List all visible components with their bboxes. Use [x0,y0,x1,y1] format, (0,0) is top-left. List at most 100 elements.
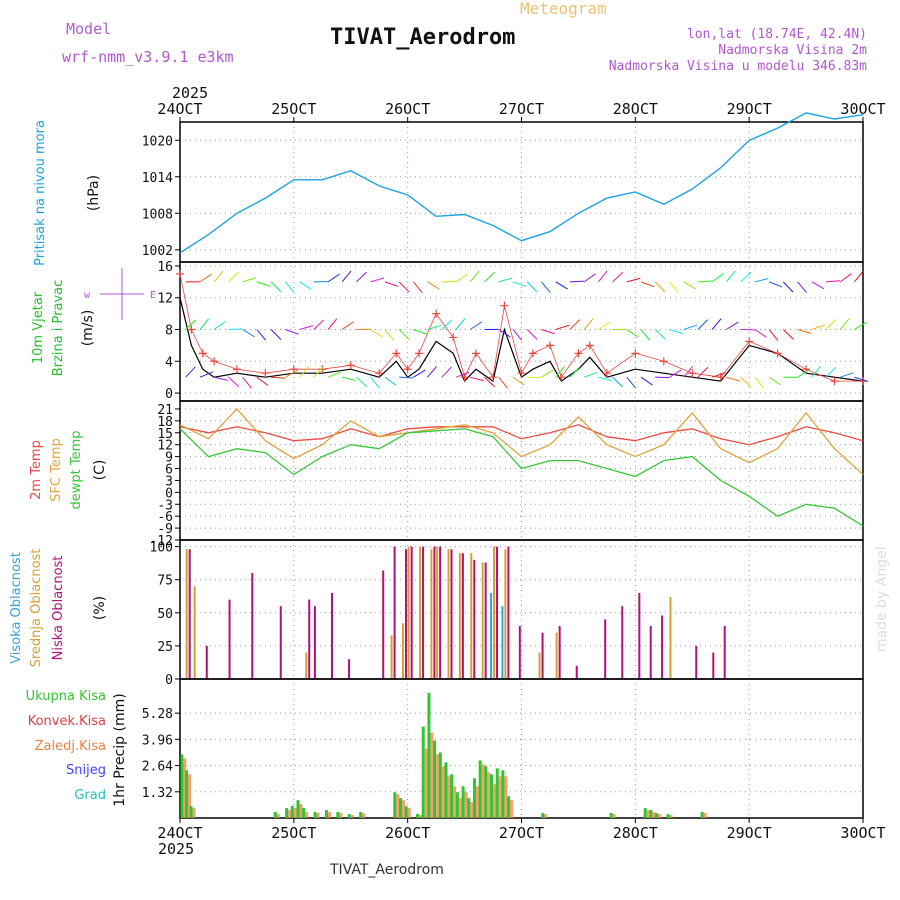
x-tick-label-top: 28OCT [613,100,658,118]
wind-arrow [498,376,508,389]
wind-arrow [726,270,736,283]
cloud-low-bar [313,606,316,679]
wind-arrow [555,281,568,290]
wind-gust-mark [500,301,509,310]
wind-arrow [469,270,480,283]
precip-strat-bar [493,784,497,818]
precip-total-bar [336,812,340,818]
cloud-low-bar [484,562,487,679]
wind-arrow [242,277,257,283]
compass-text: w [84,290,91,301]
pressure-ytick-label: 1014 [142,171,173,186]
cloud-low-bar [228,599,231,679]
cloud-mid-bar [193,586,196,679]
wind-arrow [384,376,397,386]
cloud-low-bar [410,546,413,679]
wind-arrow [583,273,596,283]
wind-arrow [840,372,854,378]
wind-ytick-label: 12 [157,292,173,307]
precip-strat-bar [183,758,187,818]
wind-gust-mark [528,349,537,358]
wind-arrow [427,281,440,290]
precip-strat-bar [475,786,479,818]
wind-ytick-label: 8 [165,324,173,339]
wind-gust-mark [403,365,412,374]
wind-arrow [341,270,352,283]
pressure-line [179,112,864,254]
wind-gust-mark [631,349,640,358]
cloud-high-ylabel: Visoka Oblacnost [9,552,24,664]
wind-arrow [825,366,837,378]
wind-arrow [598,321,611,330]
cloud-panel: 0 25 50 75 100 [150,539,864,688]
cloud-low-bar [473,559,476,679]
pressure-unit: (hPa) [86,175,102,211]
precip-total-bar [302,808,306,818]
wind-arrow [356,271,367,283]
precip-strat-bar [327,812,331,818]
wind-arrow [854,270,864,283]
wind-arrow [768,329,779,341]
wind-arrow [228,328,243,331]
precip-total-bar [393,792,397,818]
pressure-panel: 1002 1008 1014 1020 [142,112,864,263]
cloud-low-bar [251,573,254,679]
wind-arrow [342,376,356,382]
wind-panel: 0 4 8 12 16 [157,260,868,402]
precip-strat-bar [453,786,457,818]
model-elevation-label: Nadmorska Visina u modelu 346.83m [609,59,867,74]
wind-arrow [256,376,269,386]
wind-gust-mark [198,349,207,358]
precip-ytick-label: 2.64 [142,760,173,775]
wind-arrow [583,371,598,378]
precip-ytick-label: 3.96 [142,733,173,748]
wind-gust-mark [432,309,441,318]
cloud-ytick-label: 75 [157,574,173,589]
wind-arrow [782,281,794,293]
cloud-mid-bar [447,549,450,679]
temperature-ytick-label: 9 [165,451,173,466]
precip-strat-bar [470,802,474,818]
temperature-ytick-label: -12 [150,534,173,549]
precip-total-bar [478,760,482,818]
wind-arrow [612,376,624,388]
compass-text: E [150,290,156,301]
wind-arrow [285,329,299,335]
wind-arrow [555,324,570,330]
wind-arrow [640,281,655,288]
precip-ytick-label: 5.28 [142,707,173,722]
cloud-mid-bar [305,652,308,679]
wind-arrow [213,321,226,330]
wind-arrow [726,376,740,382]
temperature-ytick-label: 0 [165,486,173,501]
wind-arrow [626,277,641,283]
precip-total-bar [184,770,188,818]
wind-arrow [740,272,752,283]
wind-arrow [583,318,594,330]
wind-arrow [498,277,513,283]
precip-strat-bar [612,814,616,818]
wind-arrow [313,319,325,330]
precip-total-bar [666,814,670,818]
wind-arrow [413,329,427,335]
wind-arrow [370,277,385,283]
wind-arrow [284,281,295,294]
wind-arrow [228,376,240,387]
x-tick-label-top: 26OCT [385,100,430,118]
wind-arrow [797,329,812,334]
cloud-low-bar [558,626,561,679]
wind-arrow [697,319,709,330]
wind-arrow [541,281,551,293]
wind-arrow [754,329,767,338]
wind-arrow [242,329,255,338]
wind-ytick-label: 4 [165,355,173,370]
wind-arrow [569,280,584,283]
wind-gust-mark [557,373,566,382]
x-tick-label-bottom: 25OCT [271,824,316,842]
precip-legend-total: Ukupna Kisa [26,689,106,704]
wind-arrow [654,329,666,340]
wind-gust-mark [449,333,458,342]
wind-arrow [228,271,239,283]
precip-total-bar [359,812,363,818]
